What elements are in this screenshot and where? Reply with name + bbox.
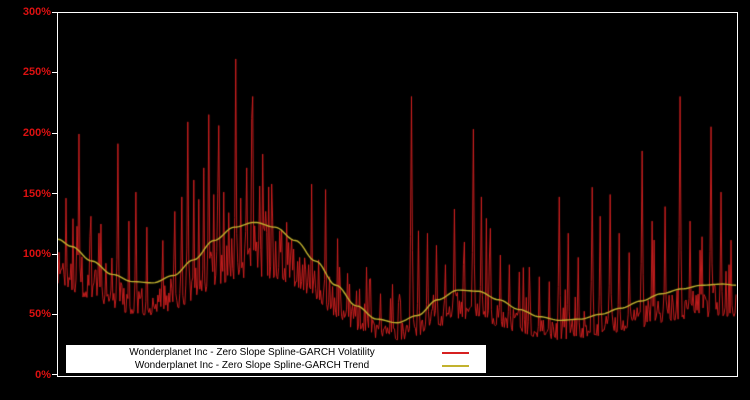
y-tick-mark [52,133,57,134]
y-tick-label-250: 250% [22,66,51,78]
plot-area [57,12,738,377]
y-tick-mark [52,193,57,194]
legend-label-volatility: Wonderplanet Inc - Zero Slope Spline-GAR… [129,347,375,358]
chart-canvas [58,13,737,376]
y-tick-label-0: 0% [35,369,51,381]
legend: Wonderplanet Inc - Zero Slope Spline-GAR… [66,345,486,373]
legend-line-volatility-icon [442,351,469,354]
legend-label-trend: Wonderplanet Inc - Zero Slope Spline-GAR… [134,360,370,371]
legend-row-trend: Wonderplanet Inc - Zero Slope Spline-GAR… [66,359,486,372]
y-tick-mark [52,72,57,73]
y-tick-label-50: 50% [28,308,51,320]
y-tick-mark [52,254,57,255]
y-tick-label-300: 300% [22,6,51,18]
y-tick-label-200: 200% [22,127,51,139]
y-tick-label-100: 100% [22,248,51,260]
y-tick-label-150: 150% [22,188,51,200]
legend-row-volatility: Wonderplanet Inc - Zero Slope Spline-GAR… [66,346,486,359]
y-tick-mark [52,374,57,375]
y-tick-mark [52,314,57,315]
legend-line-trend-icon [442,364,469,367]
y-tick-mark [52,12,57,13]
